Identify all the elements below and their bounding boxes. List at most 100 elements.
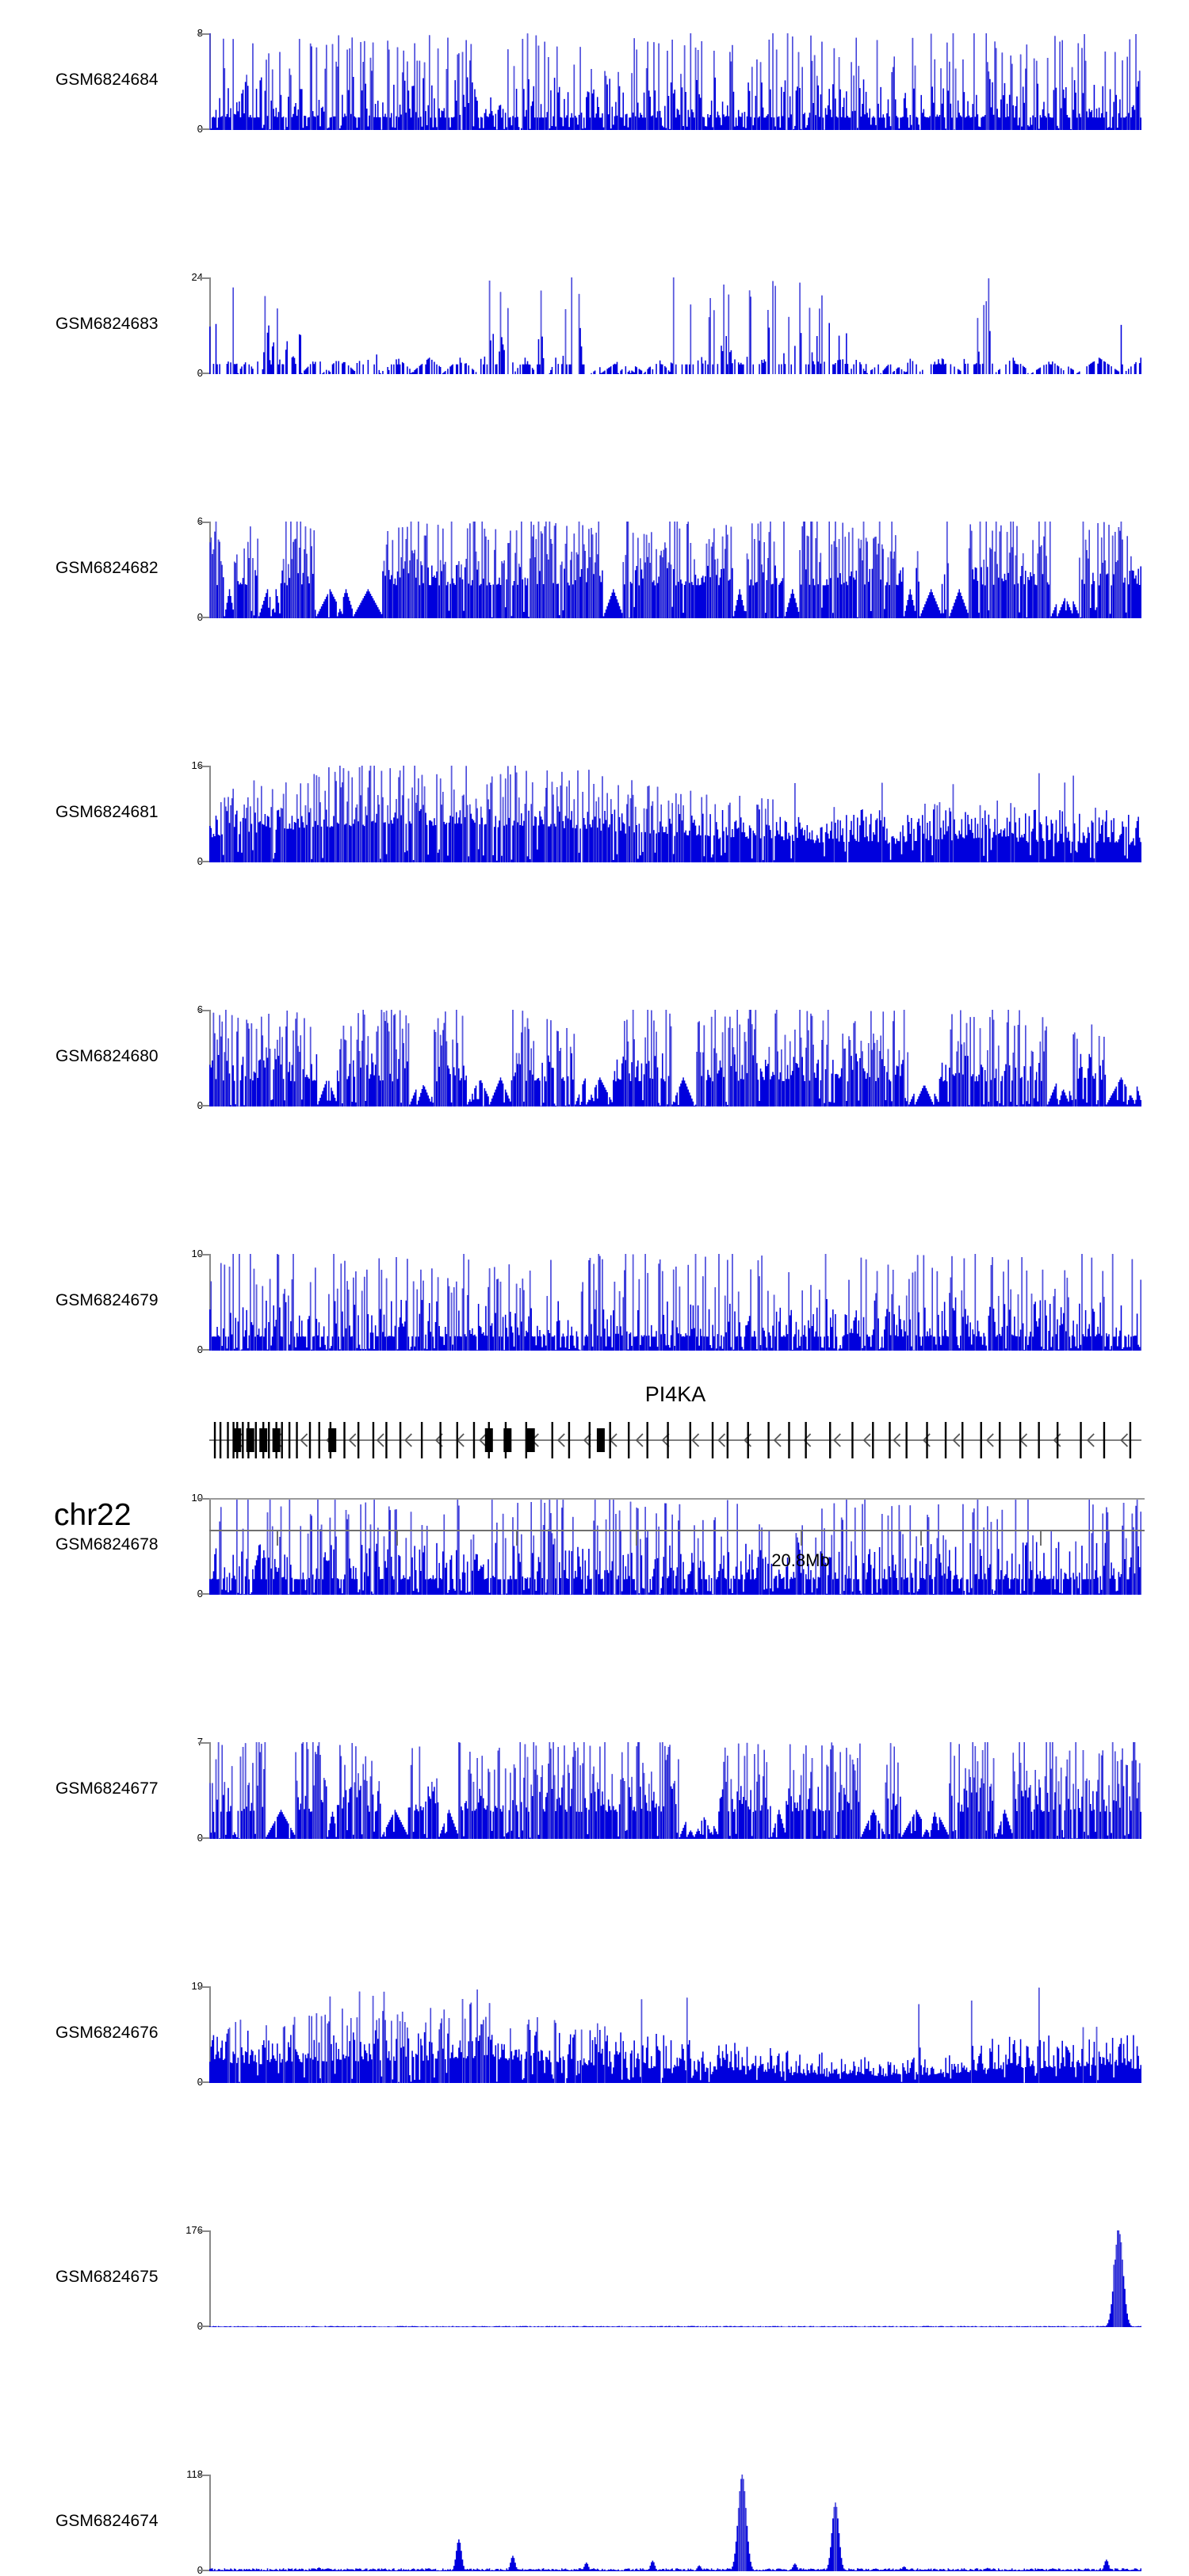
gene-exon [1103,1422,1106,1458]
track-axis-max-label: 19 [191,1980,203,1992]
gene-exon [944,1422,947,1458]
gene-strand-arrow [348,1433,357,1447]
track-axis-min-label: 0 [155,1343,203,1355]
track-axis-top-tick [198,33,209,35]
gene-exon [711,1422,714,1458]
track-axis-bottom-tick [198,617,209,618]
track-axis-top-tick [198,1986,209,1988]
genome-browser: GSM6824684 8 0 GSM6824683 24 0 GSM6824682 6 0 GSM… [54,27,1145,2576]
coverage-plot-area[interactable] [209,1498,1141,1595]
coverage-plot-area[interactable] [209,1742,1141,1839]
gene-coding-exon [246,1428,254,1452]
coverage-spike-overlay [210,1254,1141,1351]
coverage-area [209,1010,1141,1106]
track-axis-min-label: 0 [155,611,203,623]
axis-tick-mark [1040,1531,1042,1546]
gene-exon [268,1422,270,1458]
axis-tick-mark [920,1531,922,1546]
track-axis-vertical [209,1498,211,1595]
coverage-plot-area[interactable] [209,33,1141,130]
coverage-spike-overlay [209,522,1132,618]
coverage-plot-area[interactable] [209,1254,1141,1351]
track-sample-label: GSM6824680 [55,1047,159,1065]
gene-exon [588,1422,591,1458]
gene-strand-arrow [479,1433,487,1447]
track-axis-min-label: 0 [155,2320,203,2332]
track-axis-bottom-tick [198,1349,209,1351]
coordinate-axis-line [209,1530,1145,1531]
track-axis-bottom-tick [198,2570,209,2571]
track-axis-top-tick [198,1010,209,1011]
gene-exon [1038,1422,1040,1458]
coverage-plot-area[interactable] [209,522,1141,618]
gene-coding-exon [233,1428,242,1452]
coverage-area [209,2475,1141,2571]
track-axis-bottom-tick [198,1837,209,1839]
coverage-spike-overlay [209,33,1141,130]
gene-strand-arrow [404,1433,412,1447]
gene-model-track[interactable] [209,1417,1141,1463]
gene-exon [385,1422,388,1458]
gene-exon [343,1422,346,1458]
track-axis-max-label: 16 [191,759,203,771]
gene-exon [788,1422,790,1458]
track-axis-vertical [209,766,211,862]
track-axis-bottom-tick [198,861,209,862]
track-axis-vertical [209,1010,211,1106]
coverage-spike-overlay [220,766,1096,862]
gene-strand-arrow [661,1433,670,1447]
coverage-spike-overlay [219,1498,1141,1595]
coverage-area [209,766,1141,862]
track-axis-vertical [209,277,211,374]
track-axis-max-label: 24 [191,271,203,283]
coverage-plot-area[interactable] [209,1986,1141,2083]
gene-strand-arrow [1120,1433,1129,1447]
gene-exon [439,1422,442,1458]
track-sample-label: GSM6824683 [55,315,159,333]
gene-exon [926,1422,928,1458]
track-sample-label: GSM6824684 [55,71,159,89]
coverage-area [209,277,1141,374]
gene-name-label: PI4KA [644,1382,706,1406]
gene-strand-arrow [717,1433,726,1447]
gene-exon [420,1422,423,1458]
gene-exon [980,1422,982,1458]
coverage-plot-area[interactable] [209,2230,1141,2327]
axis-tick-mark [636,1531,637,1546]
gene-coding-exon [503,1428,512,1452]
gene-exon [689,1422,692,1458]
track-axis-vertical [209,1254,211,1351]
coordinate-tick-label: 20.8Mb [771,1550,830,1570]
track-axis-max-label: 7 [155,1736,203,1748]
gene-exon [805,1422,807,1458]
coverage-area [209,1254,1141,1351]
gene-exon [851,1422,854,1458]
track-axis-bottom-tick [198,1105,209,1106]
coverage-plot-area[interactable] [209,2475,1141,2571]
track-axis-bottom-tick [198,1593,209,1595]
gene-exon [357,1422,360,1458]
track-axis-top-tick [198,1742,209,1744]
track-axis-top-tick [198,277,209,279]
coverage-area [209,522,1141,618]
track-axis-max-label: 6 [155,1003,203,1015]
track-axis-max-label: 10 [191,1492,203,1504]
coverage-plot-area[interactable] [209,1010,1141,1106]
gene-exon [213,1422,216,1458]
gene-exon [472,1422,476,1458]
track-axis-max-label: 8 [155,27,203,39]
gene-strand-arrow [985,1433,994,1447]
track-axis-top-tick [198,2230,209,2232]
coverage-plot-area[interactable] [209,766,1141,862]
gene-strand-arrow [556,1433,565,1447]
gene-coding-exon [272,1428,281,1452]
gene-strand-arrow [832,1433,841,1447]
coverage-area [209,2230,1141,2327]
track-axis-min-label: 0 [155,1588,203,1599]
track-axis-top-tick [198,2475,209,2476]
gene-strand-arrow [803,1433,812,1447]
coverage-area [209,1987,1141,2083]
coverage-plot-area[interactable] [209,277,1141,374]
track-axis-max-label: 6 [155,515,203,527]
track-axis-min-label: 0 [155,2564,203,2576]
